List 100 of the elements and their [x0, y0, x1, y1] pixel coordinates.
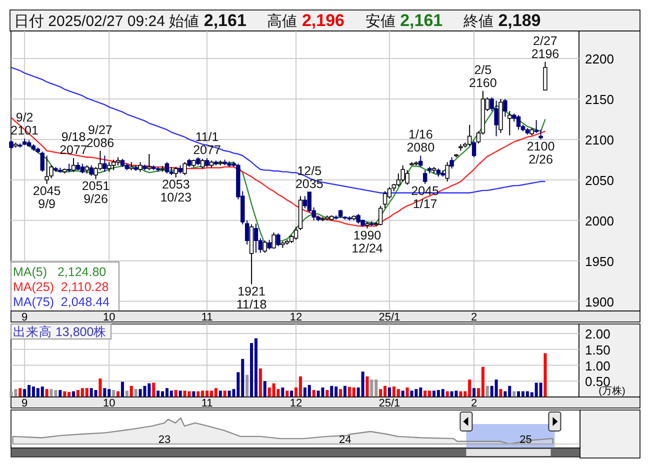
- bar: [290, 390, 294, 397]
- bar: [410, 390, 414, 397]
- bar: [130, 386, 133, 397]
- candlestick: [138, 162, 142, 172]
- bar: [308, 384, 311, 397]
- candlestick: [147, 154, 152, 171]
- bar: [223, 390, 226, 397]
- annotation: 2100 2/26: [526, 139, 555, 166]
- chart-title: 出来高 13,800株: [13, 324, 107, 339]
- annotation: 9/27 2086: [86, 122, 114, 150]
- bar: [544, 353, 547, 397]
- bar: [178, 390, 182, 397]
- bar: [258, 368, 262, 397]
- candlestick: [378, 205, 383, 226]
- x-tick-label: 10: [103, 312, 116, 324]
- x-tick-label: 25/1: [378, 312, 400, 324]
- candlestick: [80, 163, 85, 174]
- bar: [170, 390, 173, 397]
- candlestick: [450, 156, 454, 170]
- bar: [183, 390, 186, 397]
- x-tick-label: 24: [339, 434, 352, 446]
- bar: [228, 390, 231, 397]
- bar: [281, 387, 284, 397]
- candlestick: [111, 159, 116, 171]
- candlestick: [267, 239, 272, 250]
- candlestick: [472, 140, 476, 158]
- bar: [339, 389, 342, 397]
- bar: [472, 388, 476, 397]
- bar: [18, 388, 22, 397]
- bar: [98, 378, 102, 397]
- annotation: 12/5 2035: [295, 164, 324, 192]
- bar: [499, 389, 502, 397]
- candlestick: [445, 162, 450, 182]
- candlestick: [262, 240, 267, 254]
- bar: [40, 386, 44, 397]
- candlestick: [418, 155, 423, 168]
- bar: [352, 387, 356, 397]
- bar: [396, 389, 400, 397]
- bar: [321, 387, 324, 397]
- bar: [379, 389, 382, 397]
- bar: [298, 376, 302, 397]
- y-tick-label: 2.00: [585, 326, 610, 342]
- candlestick: [538, 129, 543, 140]
- y-tick-label: 1950: [585, 254, 614, 269]
- candlestick: [467, 124, 472, 146]
- x-tick-label: 12: [290, 398, 302, 410]
- bar: [174, 390, 178, 397]
- candlestick: [272, 232, 276, 250]
- bar: [286, 390, 289, 397]
- x-tick-label: 2: [470, 312, 478, 324]
- bar: [94, 390, 98, 397]
- annotation: 2045 9/9: [32, 184, 61, 211]
- bar: [85, 388, 88, 397]
- x-tick-label: 9: [22, 398, 28, 410]
- candlestick: [516, 114, 521, 130]
- bar: [361, 372, 364, 397]
- bar: [152, 382, 156, 397]
- annotation: 2/27 2196: [531, 34, 560, 61]
- bar: [112, 390, 116, 397]
- bar: [45, 389, 48, 397]
- x-tick-label: 12: [290, 312, 302, 324]
- x-tick-label: 11: [201, 398, 213, 410]
- annotation: 1990 12/24: [352, 228, 383, 256]
- bar: [406, 387, 409, 397]
- candlestick: [534, 120, 538, 134]
- candlestick: [102, 155, 107, 172]
- text: MA(75) 2,048.44: [13, 295, 110, 309]
- candlestick: [543, 61, 548, 91]
- y-tick-label: 1900: [585, 294, 614, 310]
- text: MA(5) 2,124.80: [13, 265, 106, 279]
- bar: [370, 380, 374, 397]
- candlestick: [174, 166, 178, 178]
- x-tick-label: 11: [201, 312, 213, 324]
- candlestick: [382, 190, 388, 209]
- bar: [125, 390, 128, 397]
- candlestick: [254, 223, 258, 254]
- bar: [424, 390, 427, 397]
- chart-title: 日付 2025/02/27 09:24 始値 2,161 高値 2,196 安値 2,161 終値 2,189: [14, 11, 541, 30]
- bar: [316, 390, 320, 397]
- annotation: 2/5 2160: [469, 62, 497, 90]
- annotation: 11/1 2077: [193, 130, 221, 158]
- bar: [263, 381, 266, 397]
- bar: [103, 388, 106, 397]
- text: MA(25) 2,110.28: [13, 280, 109, 294]
- bar: [486, 386, 489, 397]
- bar: [312, 390, 316, 397]
- bar: [272, 383, 276, 397]
- bar: [539, 382, 542, 397]
- candlestick: [503, 98, 508, 118]
- candlestick: [276, 232, 280, 247]
- candlestick: [164, 162, 170, 174]
- x-tick-label: 25/1: [378, 398, 400, 410]
- candlestick: [508, 110, 512, 136]
- bar: [343, 386, 346, 397]
- y-tick-label: 2100: [585, 132, 614, 148]
- bar: [366, 376, 369, 397]
- x-tick-label: 9: [22, 312, 28, 324]
- bar: [218, 390, 222, 397]
- y-tick-label: 2150: [585, 92, 614, 107]
- candlestick: [302, 196, 308, 209]
